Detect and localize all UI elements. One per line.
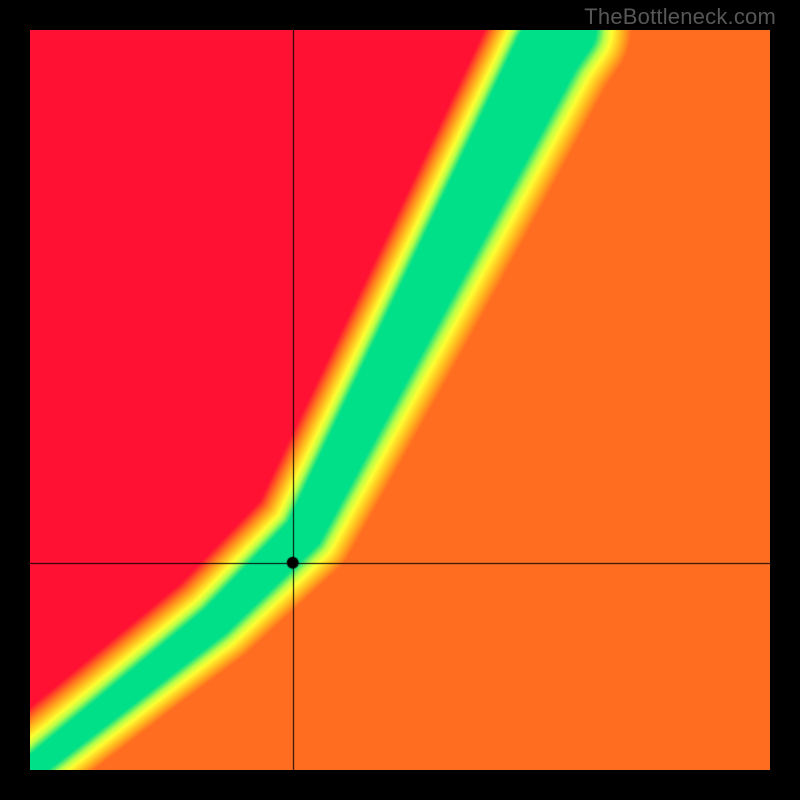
figure-container: TheBottleneck.com: [0, 0, 800, 800]
watermark-text: TheBottleneck.com: [584, 4, 776, 30]
plot-area: [30, 30, 770, 770]
heatmap-canvas: [30, 30, 770, 770]
